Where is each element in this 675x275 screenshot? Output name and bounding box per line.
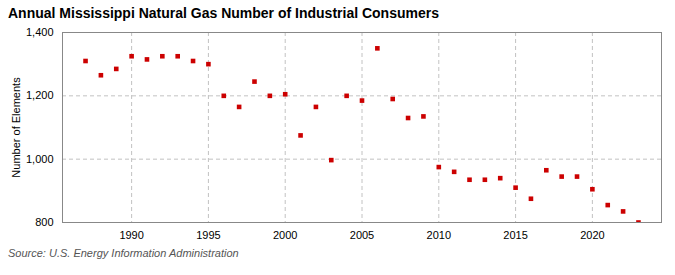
html-text:Source: U.S. Energy Informatio: Source: U.S. Energy Information Administ… (8, 247, 239, 259)
svg-text:800: 800 (35, 216, 53, 228)
svg-text:1995: 1995 (196, 229, 220, 241)
svg-text:Number of Elements: Number of Elements (10, 77, 22, 178)
svg-text:1,400: 1,400 (26, 26, 54, 38)
svg-text:1,200: 1,200 (26, 89, 54, 101)
svg-text:2000: 2000 (273, 229, 297, 241)
html-text:Annual Mississippi Natural Gas: Annual Mississippi Natural Gas Number of… (8, 5, 439, 21)
svg-text:1,000: 1,000 (26, 153, 54, 165)
svg-text:2020: 2020 (580, 229, 604, 241)
svg-text:2010: 2010 (427, 229, 451, 241)
svg-text:2005: 2005 (350, 229, 374, 241)
svg-text:2015: 2015 (503, 229, 527, 241)
svg-text:1990: 1990 (119, 229, 143, 241)
